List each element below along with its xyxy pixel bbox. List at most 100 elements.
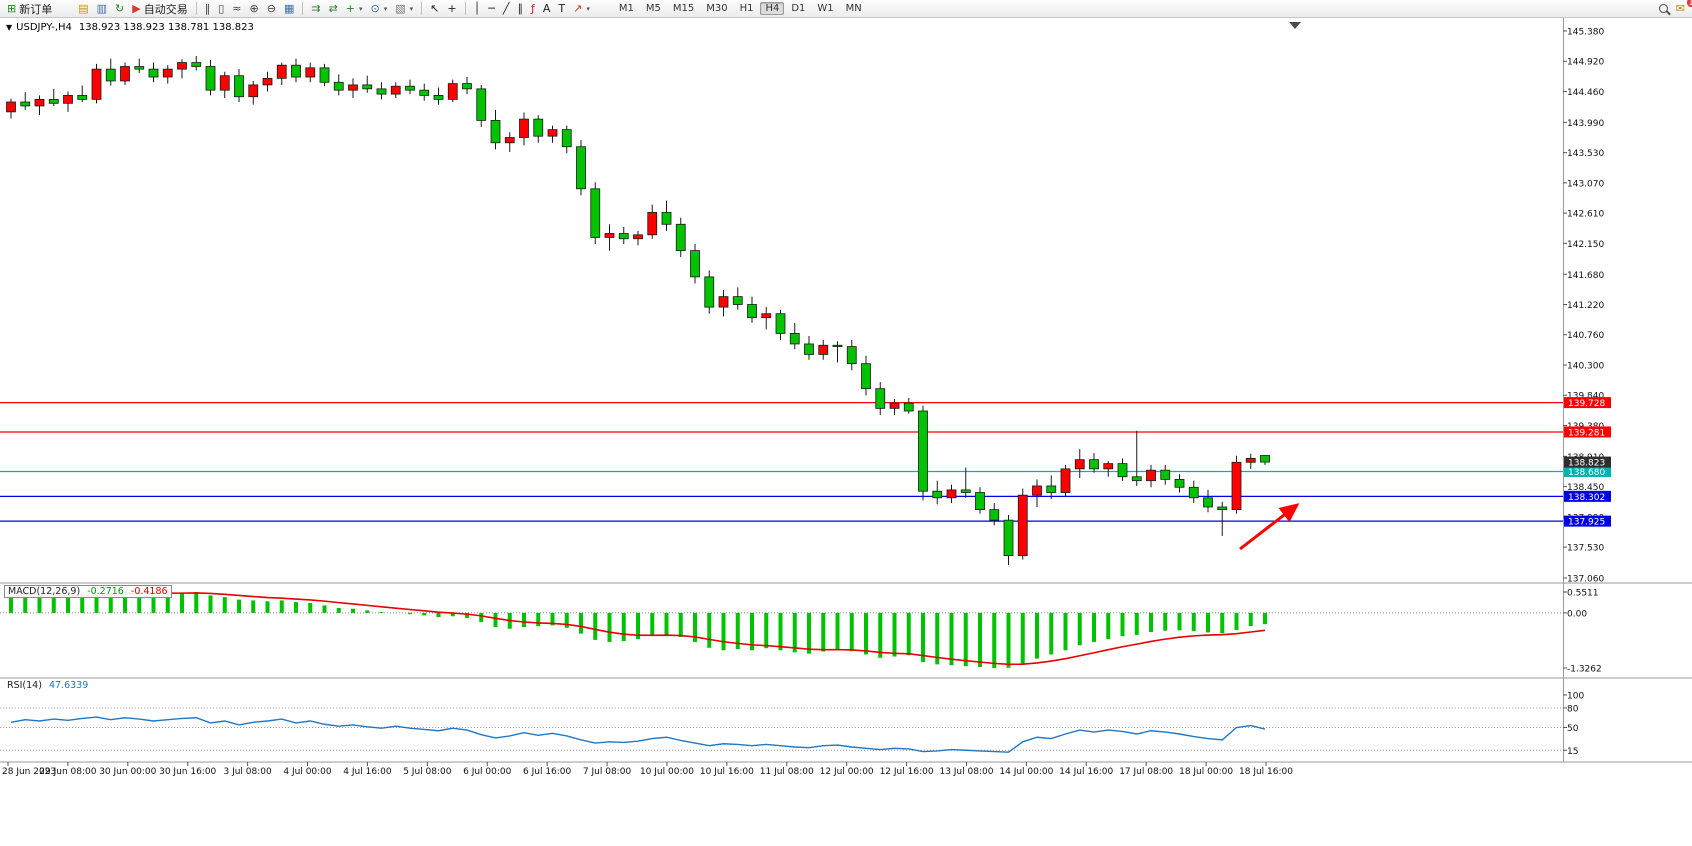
candle-body [1260, 455, 1270, 463]
indicators-icon: + [345, 1, 355, 15]
market-watch-button[interactable]: ▤ [75, 1, 91, 17]
indicators-button[interactable]: + ▾ [343, 1, 366, 17]
price-tick-label: 143.530 [1567, 149, 1604, 159]
chart-shift-button[interactable]: ⇄ [326, 1, 341, 17]
time-label: 5 Jul 08:00 [403, 767, 452, 777]
timeframe-m1[interactable]: M1 [618, 3, 634, 14]
timeframe-m15[interactable]: M15 [672, 3, 695, 14]
current-price-tag [1564, 456, 1611, 468]
time-label: 4 Jul 00:00 [283, 767, 332, 777]
rsi-value: 47.6339 [48, 680, 89, 691]
text-button[interactable]: A [540, 1, 554, 17]
price-line-tag-label: 138.680 [1568, 468, 1605, 478]
text-label-icon: T [558, 1, 566, 15]
time-label: 12 Jul 16:00 [880, 767, 934, 777]
timeframe-mn[interactable]: MN [845, 3, 862, 14]
refresh-button[interactable]: ↻ [112, 1, 127, 17]
time-label: 4 Jul 16:00 [343, 767, 392, 777]
time-label: 13 Jul 08:00 [939, 767, 993, 777]
timeframe-h4[interactable]: H4 [760, 2, 785, 15]
candle-body [305, 67, 316, 78]
line-chart-button[interactable]: ≈ [229, 1, 244, 17]
crosshair-button[interactable]: + [444, 1, 459, 17]
timeframe-m5[interactable]: M5 [645, 3, 661, 14]
arrow-annotation[interactable] [1239, 503, 1300, 551]
price-line-tag [1564, 515, 1611, 527]
tile-windows-button[interactable]: ▦ [281, 1, 297, 17]
auto-trading-button[interactable]: ▶ 自动交易 [129, 1, 190, 17]
candle-body [390, 85, 401, 95]
clock-icon: ⊙ [370, 1, 380, 15]
navigator-icon: ▥ [96, 1, 108, 15]
price-tick-label: 137.060 [1567, 574, 1604, 584]
templates-icon: ▧ [395, 1, 406, 15]
vertical-line-button[interactable]: │ [471, 1, 484, 17]
price-tick-label: 142.150 [1567, 240, 1604, 250]
candle-body [504, 137, 515, 144]
auto-scroll-button[interactable]: ⇉ [308, 1, 323, 17]
candle-body [419, 89, 430, 96]
candle-body [105, 68, 116, 82]
arrow-object-icon: ↗ [573, 1, 583, 15]
macd-indicator-label: MACD(12,26,9) -0.2716 -0.4186 [4, 585, 172, 598]
candle-body [604, 233, 615, 238]
candle-body [519, 118, 529, 138]
price-line-tag [1564, 397, 1611, 409]
notifications-button[interactable]: ✉ 1 [1673, 0, 1692, 17]
price-line-tag [1564, 426, 1611, 438]
new-order-button[interactable]: ⊞ 新订单 [4, 1, 55, 17]
time-label: 28 Jun 2023 [2, 767, 56, 777]
channel-button[interactable]: ∥ [514, 1, 526, 17]
candle-body [1174, 478, 1185, 488]
candle-body [162, 68, 173, 78]
templates-button[interactable]: ▧ ▾ [392, 1, 416, 17]
candle-body [989, 509, 1000, 521]
text-label-button[interactable]: T [555, 1, 568, 17]
price-tick-label: 144.920 [1567, 58, 1604, 68]
bar-chart-button[interactable]: ‖ [202, 1, 214, 17]
timeframe-h1[interactable]: H1 [739, 3, 754, 14]
chart-shift-marker-icon[interactable] [1289, 22, 1301, 29]
zoom-in-button[interactable]: ⊕ [247, 1, 262, 17]
zoom-out-button[interactable]: ⊖ [264, 1, 279, 17]
timeframe-w1[interactable]: W1 [817, 3, 834, 14]
oneclick-trading-toggle-icon[interactable]: ▼ [6, 23, 13, 32]
cursor-button[interactable]: ↖ [427, 1, 442, 17]
text-icon: A [542, 1, 551, 15]
time-label: 7 Jul 08:00 [583, 767, 632, 777]
price-tick-label: 141.680 [1567, 271, 1604, 281]
candle-body [177, 62, 187, 70]
candle-body [1089, 459, 1099, 470]
price-tick-label: 137.530 [1567, 544, 1604, 554]
time-label: 18 Jul 00:00 [1179, 767, 1233, 777]
rsi-tick-label: 50 [1567, 724, 1579, 734]
fibonacci-button[interactable]: ƒ [528, 1, 538, 17]
candle-body [1131, 476, 1142, 482]
auto-scroll-icon: ⇉ [311, 1, 321, 15]
price-tick-label: 139.840 [1567, 392, 1604, 402]
time-label: 18 Jul 16:00 [1239, 767, 1293, 777]
timeframe-m30[interactable]: M30 [706, 3, 728, 14]
candle-body [846, 346, 857, 365]
dropdown-caret-icon: ▾ [359, 4, 363, 13]
candlestick-chart-button[interactable]: ▯ [215, 1, 227, 17]
navigator-button[interactable]: ▥ [94, 1, 110, 17]
trendline-button[interactable]: ╱ [500, 1, 513, 17]
candle-body [291, 64, 301, 78]
time-label: 14 Jul 16:00 [1059, 767, 1113, 777]
periods-button[interactable]: ⊙ ▾ [368, 1, 391, 17]
candle-body [1188, 486, 1199, 499]
horizontal-line-button[interactable]: ─ [485, 1, 498, 17]
candle-body [1074, 459, 1085, 470]
candle-body [1245, 457, 1256, 463]
dropdown-caret-icon: ▾ [586, 4, 590, 13]
search-button[interactable] [1656, 1, 1671, 17]
bar-chart-icon: ‖ [204, 1, 211, 15]
timeframe-toolbar: M1 M5 M15 M30 H1 H4 D1 W1 MN [613, 1, 868, 16]
line-chart-icon: ≈ [232, 1, 242, 15]
trendline-icon: ╱ [502, 1, 510, 15]
arrows-button[interactable]: ↗ ▾ [570, 1, 593, 17]
rsi-title: RSI(14) [7, 680, 42, 691]
timeframe-d1[interactable]: D1 [791, 3, 806, 14]
